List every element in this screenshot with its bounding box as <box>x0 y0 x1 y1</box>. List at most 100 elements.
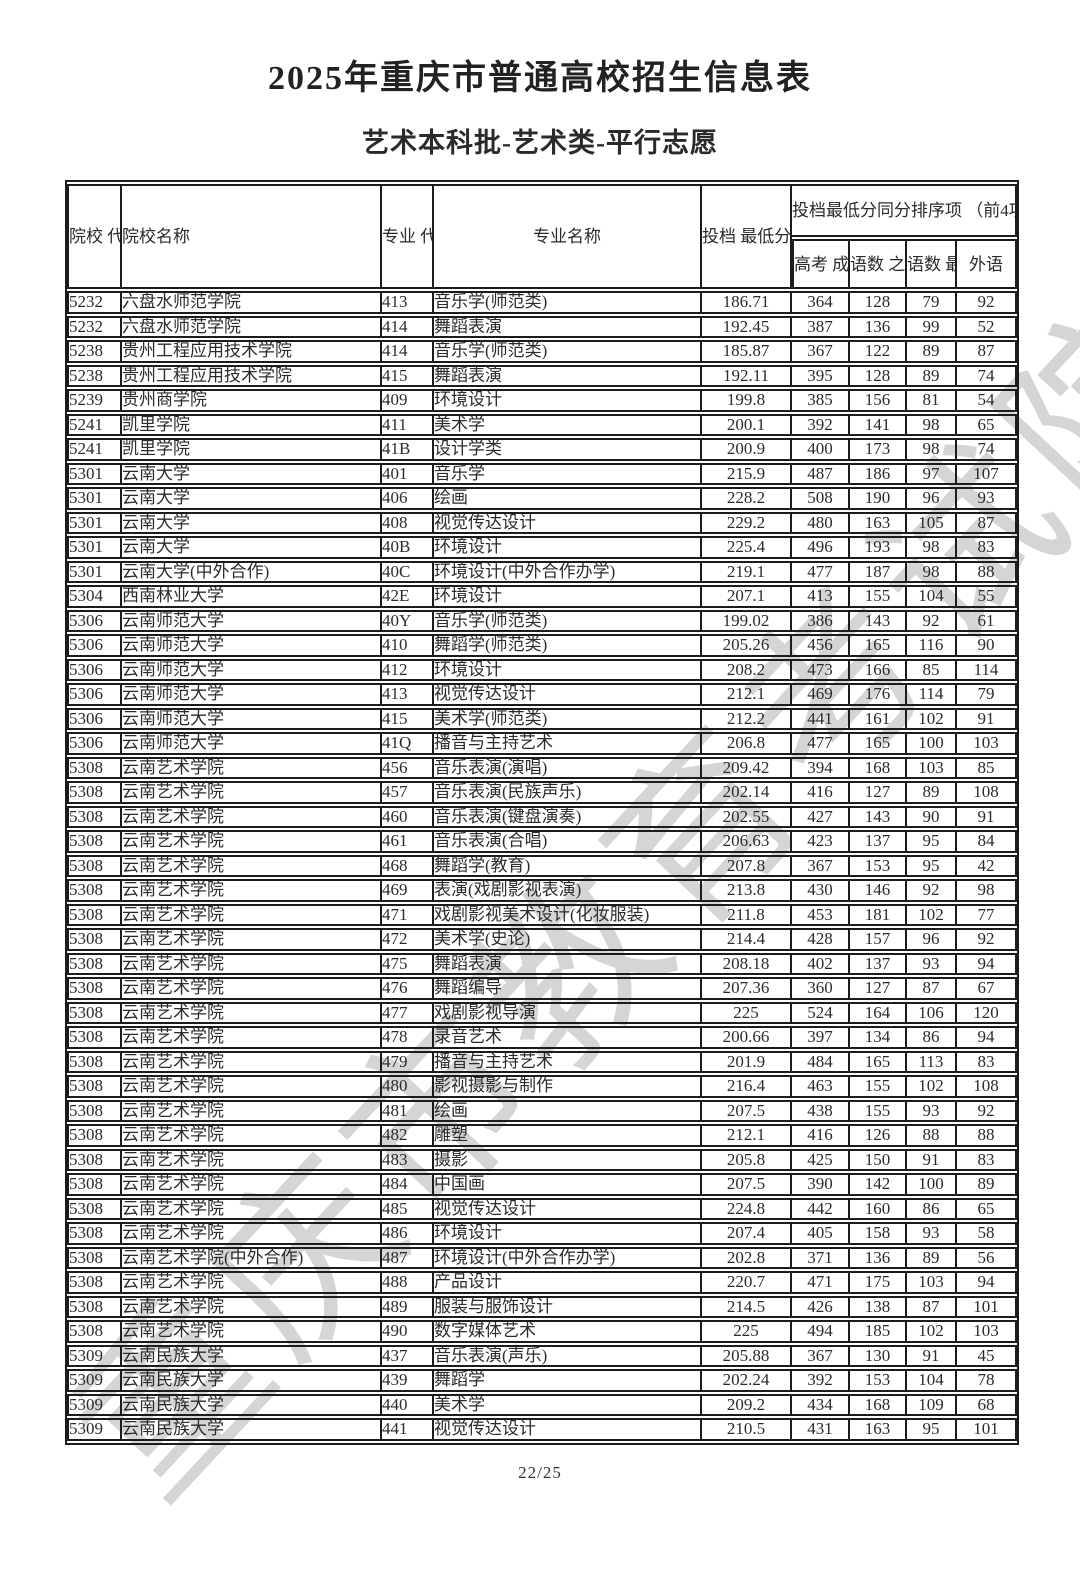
college-name-cell: 云南师范大学 <box>122 707 382 730</box>
college-code-cell: 5308 <box>67 1173 122 1196</box>
college-name-cell: 贵州工程应用技术学院 <box>122 364 382 387</box>
foreign-language-cell: 107 <box>957 462 1017 485</box>
chinese-math-max-cell: 102 <box>907 1075 957 1098</box>
college-code-cell: 5306 <box>67 707 122 730</box>
chinese-math-max-cell: 114 <box>907 683 957 706</box>
foreign-language-cell: 94 <box>957 1026 1017 1049</box>
major-name-cell: 影视摄影与制作 <box>434 1075 702 1098</box>
major-name-cell: 音乐学(师范类) <box>434 609 702 632</box>
gaokao-score-cell: 524 <box>792 1001 850 1024</box>
foreign-language-cell: 88 <box>957 1124 1017 1147</box>
chinese-math-max-cell: 102 <box>907 903 957 926</box>
chinese-math-max-cell: 97 <box>907 462 957 485</box>
college-code-cell: 5238 <box>67 340 122 363</box>
college-code-cell: 5308 <box>67 756 122 779</box>
college-name-cell: 云南民族大学 <box>122 1344 382 1367</box>
gaokao-score-cell: 367 <box>792 854 850 877</box>
gaokao-score-cell: 469 <box>792 683 850 706</box>
foreign-language-cell: 42 <box>957 854 1017 877</box>
table-header: 院校 代号 院校名称 专业 代号 专业名称 投档 最低分 投档最低分同分排序项 … <box>67 184 1017 289</box>
chinese-math-sum-cell: 137 <box>850 830 907 853</box>
major-name-cell: 舞蹈表演 <box>434 315 702 338</box>
col-header-major-code: 专业 代号 <box>382 184 434 289</box>
table-row: 5301 云南大学 40B 环境设计 225.4 496 193 98 83 <box>67 536 1017 559</box>
foreign-language-cell: 108 <box>957 781 1017 804</box>
major-name-cell: 产品设计 <box>434 1271 702 1294</box>
table-row: 5306 云南师范大学 41Q 播音与主持艺术 206.8 477 165 10… <box>67 732 1017 755</box>
major-code-cell: 490 <box>382 1320 434 1343</box>
table-row: 5304 西南林业大学 42E 环境设计 207.1 413 155 104 5… <box>67 585 1017 608</box>
college-name-cell: 云南师范大学 <box>122 609 382 632</box>
table-row: 5306 云南师范大学 410 舞蹈学(师范类) 205.26 456 165 … <box>67 634 1017 657</box>
min-score-cell: 225.4 <box>702 536 792 559</box>
table-row: 5308 云南艺术学院 456 音乐表演(演唱) 209.42 394 168 … <box>67 756 1017 779</box>
foreign-language-cell: 58 <box>957 1222 1017 1245</box>
gaokao-score-cell: 416 <box>792 781 850 804</box>
chinese-math-max-cell: 85 <box>907 658 957 681</box>
major-name-cell: 美术学 <box>434 1393 702 1416</box>
table-row: 5306 云南师范大学 412 环境设计 208.2 473 166 85 11… <box>67 658 1017 681</box>
chinese-math-sum-cell: 157 <box>850 928 907 951</box>
chinese-math-max-cell: 95 <box>907 854 957 877</box>
chinese-math-sum-cell: 165 <box>850 634 907 657</box>
foreign-language-cell: 65 <box>957 413 1017 436</box>
major-code-cell: 415 <box>382 364 434 387</box>
chinese-math-max-cell: 104 <box>907 585 957 608</box>
min-score-cell: 202.55 <box>702 805 792 828</box>
gaokao-score-cell: 402 <box>792 952 850 975</box>
gaokao-score-cell: 441 <box>792 707 850 730</box>
min-score-cell: 192.45 <box>702 315 792 338</box>
foreign-language-cell: 92 <box>957 291 1017 314</box>
min-score-cell: 207.5 <box>702 1173 792 1196</box>
foreign-language-cell: 56 <box>957 1246 1017 1269</box>
table-row: 5308 云南艺术学院 478 录音艺术 200.66 397 134 86 9… <box>67 1026 1017 1049</box>
gaokao-score-cell: 434 <box>792 1393 850 1416</box>
table-row: 5308 云南艺术学院 475 舞蹈表演 208.18 402 137 93 9… <box>67 952 1017 975</box>
college-code-cell: 5308 <box>67 1001 122 1024</box>
min-score-cell: 220.7 <box>702 1271 792 1294</box>
min-score-cell: 206.63 <box>702 830 792 853</box>
table-row: 5308 云南艺术学院 485 视觉传达设计 224.8 442 160 86 … <box>67 1197 1017 1220</box>
col-header-chinese-math-max: 语数 最高 <box>907 239 957 289</box>
major-code-cell: 40B <box>382 536 434 559</box>
college-name-cell: 云南大学 <box>122 536 382 559</box>
chinese-math-max-cell: 92 <box>907 879 957 902</box>
major-name-cell: 环境设计(中外合作办学) <box>434 560 702 583</box>
gaokao-score-cell: 400 <box>792 438 850 461</box>
foreign-language-cell: 98 <box>957 879 1017 902</box>
foreign-language-cell: 101 <box>957 1295 1017 1318</box>
gaokao-score-cell: 463 <box>792 1075 850 1098</box>
min-score-cell: 207.5 <box>702 1099 792 1122</box>
major-name-cell: 绘画 <box>434 1099 702 1122</box>
gaokao-score-cell: 387 <box>792 315 850 338</box>
gaokao-score-cell: 484 <box>792 1050 850 1073</box>
chinese-math-max-cell: 102 <box>907 707 957 730</box>
college-name-cell: 云南艺术学院 <box>122 1075 382 1098</box>
college-code-cell: 5308 <box>67 903 122 926</box>
foreign-language-cell: 90 <box>957 634 1017 657</box>
chinese-math-max-cell: 93 <box>907 1099 957 1122</box>
chinese-math-sum-cell: 143 <box>850 805 907 828</box>
chinese-math-max-cell: 105 <box>907 511 957 534</box>
college-code-cell: 5309 <box>67 1393 122 1416</box>
major-name-cell: 音乐学 <box>434 462 702 485</box>
major-name-cell: 服装与服饰设计 <box>434 1295 702 1318</box>
major-code-cell: 460 <box>382 805 434 828</box>
table-row: 5309 云南民族大学 439 舞蹈学 202.24 392 153 104 7… <box>67 1369 1017 1392</box>
major-name-cell: 中国画 <box>434 1173 702 1196</box>
college-name-cell: 云南艺术学院 <box>122 952 382 975</box>
header-row-top: 院校 代号 院校名称 专业 代号 专业名称 投档 最低分 投档最低分同分排序项 … <box>67 184 1017 289</box>
gaokao-score-cell: 427 <box>792 805 850 828</box>
foreign-language-cell: 54 <box>957 389 1017 412</box>
college-name-cell: 云南艺术学院 <box>122 1197 382 1220</box>
chinese-math-max-cell: 88 <box>907 1124 957 1147</box>
table-row: 5308 云南艺术学院 482 雕塑 212.1 416 126 88 88 <box>67 1124 1017 1147</box>
table-row: 5306 云南师范大学 413 视觉传达设计 212.1 469 176 114… <box>67 683 1017 706</box>
chinese-math-sum-cell: 137 <box>850 952 907 975</box>
table-row: 5308 云南艺术学院 480 影视摄影与制作 216.4 463 155 10… <box>67 1075 1017 1098</box>
college-code-cell: 5308 <box>67 1124 122 1147</box>
chinese-math-max-cell: 104 <box>907 1369 957 1392</box>
chinese-math-sum-cell: 161 <box>850 707 907 730</box>
min-score-cell: 212.1 <box>702 1124 792 1147</box>
major-code-cell: 414 <box>382 315 434 338</box>
